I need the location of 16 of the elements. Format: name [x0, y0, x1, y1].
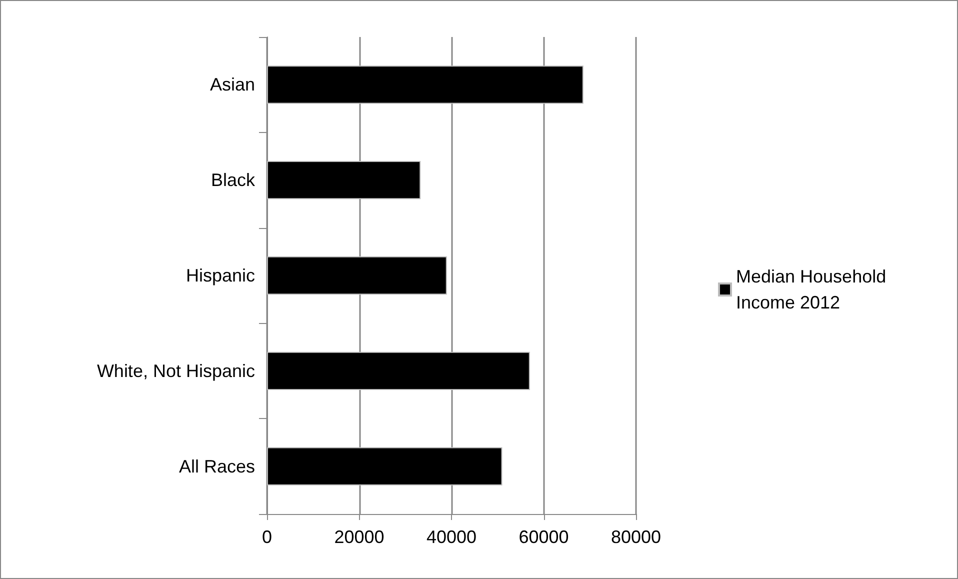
y-tick-label: Asian	[210, 74, 255, 95]
x-tick-label: 40000	[426, 527, 477, 547]
legend-label: Median Household Income 2012	[736, 266, 892, 312]
bar	[267, 256, 447, 295]
y-tick-label: Black	[210, 170, 256, 190]
bar	[267, 352, 530, 390]
bar	[267, 161, 421, 200]
x-tick-label: 60000	[518, 527, 569, 547]
bar	[267, 447, 502, 486]
y-tick-label: Hispanic	[186, 266, 255, 286]
bar	[267, 66, 584, 104]
x-tick-label: 80000	[610, 527, 662, 547]
x-tick-label: 20000	[334, 527, 384, 547]
y-tick-label: All Races	[178, 456, 255, 476]
x-tick-label: 0	[262, 527, 272, 547]
y-tick-label: White, Not Hispanic	[96, 360, 255, 381]
